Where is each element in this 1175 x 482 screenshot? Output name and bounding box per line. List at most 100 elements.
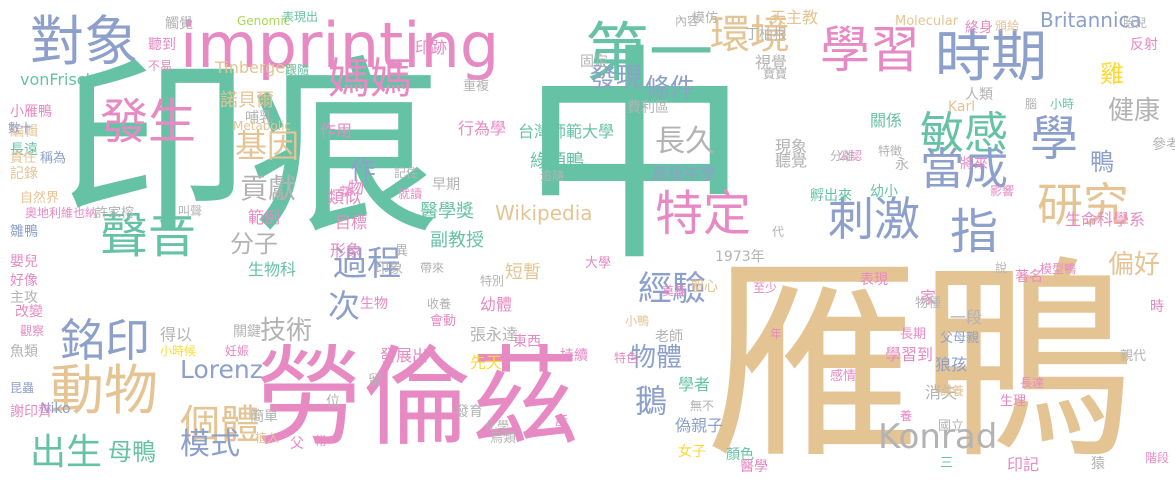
cloud-word: 得以 <box>160 325 193 344</box>
cloud-word: 先天 <box>470 353 503 372</box>
cloud-word: Genomic <box>237 14 291 28</box>
cloud-word: 謝印齊 <box>10 404 52 420</box>
cloud-word: 內容 <box>675 14 700 28</box>
cloud-word: 長達 <box>1020 376 1045 390</box>
cloud-word: 物種 <box>915 296 942 311</box>
cloud-word: 諾貝爾 <box>220 90 274 111</box>
cloud-word: 學習到 <box>885 345 934 364</box>
cloud-word: 編輯 <box>10 124 38 140</box>
cloud-word: 張永達 <box>470 325 519 344</box>
cloud-word: 指 <box>950 204 999 260</box>
cloud-word: Britannica <box>1040 8 1142 32</box>
cloud-word: 經驗 <box>638 269 706 309</box>
cloud-word: 生命科學系 <box>1065 210 1146 229</box>
cloud-word: 模仿 <box>692 11 719 26</box>
cloud-word: 一段 <box>950 308 983 327</box>
cloud-word: 勞倫茲 <box>255 336 580 461</box>
cloud-word: 形象 <box>330 241 363 260</box>
cloud-word: 聽覺 <box>775 151 808 170</box>
cloud-word: 目標 <box>335 213 368 232</box>
cloud-word: 稱為 <box>40 151 67 166</box>
cloud-word: 當成 <box>920 144 1008 195</box>
cloud-word: Konrad <box>878 417 998 457</box>
cloud-word: 老師 <box>655 329 683 345</box>
cloud-word: 印痕 <box>60 39 441 260</box>
cloud-word: 偏好 <box>1108 250 1161 280</box>
cloud-word: 參考 <box>1152 137 1175 153</box>
cloud-word: 異 <box>395 244 409 259</box>
cloud-word: 消失 <box>925 383 958 402</box>
cloud-word: 印跡 <box>415 38 448 57</box>
cloud-word: 小時候 <box>160 344 197 358</box>
cloud-word: 改變 <box>15 304 43 320</box>
cloud-word: 特別 <box>480 274 505 288</box>
cloud-word: Tinbergen <box>215 58 296 77</box>
cloud-word: Molecular <box>895 14 959 29</box>
cloud-word: 媽媽 <box>328 54 413 103</box>
cloud-word: 分子 <box>230 230 278 258</box>
cloud-word: 刺激 <box>828 192 920 246</box>
cloud-word: 小雁鴨 <box>10 104 52 120</box>
cloud-word: 簡單 <box>250 409 278 425</box>
cloud-word: 聽到 <box>148 37 176 53</box>
cloud-word: 技術 <box>260 316 313 346</box>
cloud-word: 不易 <box>148 59 173 73</box>
cloud-word: 長期 <box>900 327 927 342</box>
cloud-word: 生理 <box>1000 394 1027 409</box>
cloud-word: 發現 <box>590 63 643 93</box>
cloud-word: 哺乳 <box>245 110 273 126</box>
cloud-word: 發生 <box>100 94 197 150</box>
cloud-word: 會動 <box>430 314 457 329</box>
cloud-word: 影響 <box>990 184 1015 198</box>
cloud-word: 階段 <box>1145 451 1170 465</box>
cloud-word: 責任 <box>10 151 37 166</box>
cloud-word: 學 <box>1030 111 1079 167</box>
cloud-word: 人類 <box>965 87 993 103</box>
cloud-word: imprinting <box>180 9 500 82</box>
cloud-word: 三 <box>940 456 954 471</box>
cloud-word: 許家榕 <box>95 206 135 221</box>
cloud-word: 雁鴨 <box>705 237 1135 482</box>
cloud-word: 飼養 <box>940 384 965 398</box>
cloud-word: 特色 <box>614 351 639 365</box>
cloud-word: Metabolic <box>233 119 292 133</box>
cloud-word: 嬰兒 <box>10 254 38 270</box>
cloud-word: 天主教 <box>770 8 819 27</box>
cloud-word: 數十 <box>8 121 33 135</box>
cloud-word: 重複 <box>463 79 490 94</box>
cloud-word: 行為學 <box>458 119 507 138</box>
cloud-word: 追隨 <box>540 169 565 183</box>
cloud-word: 台灣師範大學 <box>518 122 615 141</box>
cloud-word: 幼體 <box>480 295 513 314</box>
cloud-word: 無不 <box>690 399 715 413</box>
cloud-word: 雛鴨 <box>10 224 38 240</box>
cloud-word: 母鴨 <box>108 438 156 466</box>
cloud-word: 時 <box>1150 299 1164 315</box>
cloud-word: 研究 <box>1037 178 1129 232</box>
cloud-word: 雞 <box>1100 60 1124 88</box>
cloud-word: 模式 <box>180 427 240 462</box>
cloud-word: 關鍵 <box>233 324 261 340</box>
cloud-word: 年 <box>770 327 783 341</box>
cloud-word: 副教授 <box>430 230 484 251</box>
cloud-word: 家 <box>920 288 937 307</box>
cloud-word: 特定 <box>655 186 752 242</box>
cloud-word: 鵝 <box>635 382 668 420</box>
cloud-word: 動物 <box>50 359 158 422</box>
cloud-word: 常 <box>315 434 328 448</box>
cloud-word: 物體 <box>630 343 683 373</box>
cloud-word: 特徵 <box>878 144 903 158</box>
cloud-word: 反射 <box>1130 37 1158 53</box>
cloud-word: 聖心 <box>690 279 718 295</box>
cloud-word: 主攻 <box>10 290 38 306</box>
cloud-word: 條件 <box>645 73 696 102</box>
cloud-word: 產 <box>555 414 569 429</box>
cloud-word: 對象 <box>30 10 138 73</box>
cloud-word: 記住 <box>394 166 419 180</box>
cloud-word: 費利區 <box>627 100 669 116</box>
cloud-word: 顏色 <box>726 447 754 463</box>
cloud-word: 永 <box>895 157 909 173</box>
cloud-word: 說 <box>995 261 1008 275</box>
cloud-word: 好像 <box>10 273 38 289</box>
